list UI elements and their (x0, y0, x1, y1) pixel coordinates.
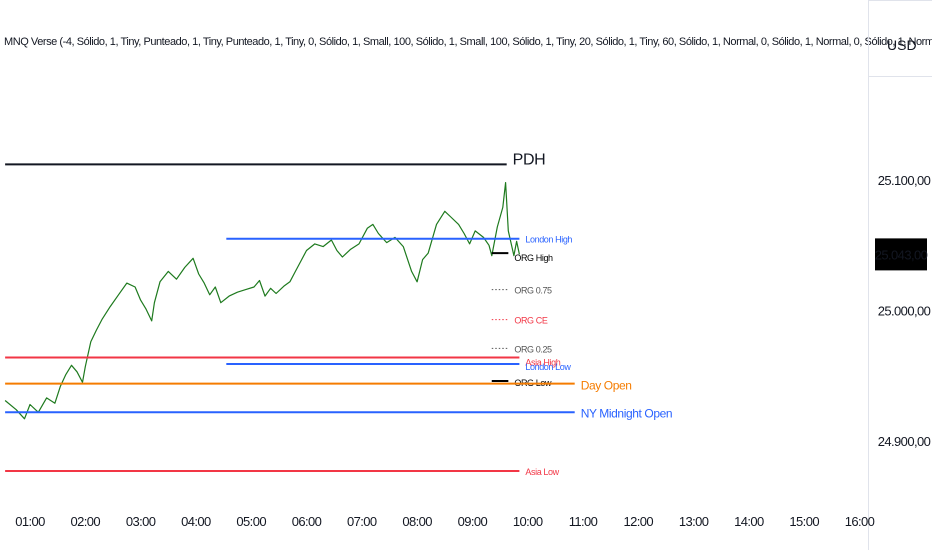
level-label-day-open: Day Open (581, 379, 632, 393)
price-scale-divider (868, 0, 869, 550)
currency-label[interactable]: USD (887, 37, 917, 53)
indicator-title[interactable]: MNQ Verse (-4, Sólido, 1, Tiny, Punteado… (4, 36, 932, 48)
x-tick-label: 01:00 (15, 514, 45, 529)
x-tick-label: 10:00 (513, 514, 543, 529)
level-label-london-low: London Low (525, 362, 571, 372)
x-tick-label: 09:00 (458, 514, 488, 529)
level-label-asia-high: Asia High (525, 357, 560, 367)
price-scale-top-border (868, 0, 932, 1)
x-tick-label: 04:00 (181, 514, 211, 529)
x-tick-label: 07:00 (347, 514, 377, 529)
x-tick-label: 15:00 (789, 514, 819, 529)
level-label-ny-midnight-open: NY Midnight Open (581, 406, 672, 420)
x-tick-label: 05:00 (236, 514, 266, 529)
current-price-tag (875, 238, 927, 271)
x-tick-label: 13:00 (679, 514, 709, 529)
x-tick-label: 08:00 (402, 514, 432, 529)
x-tick-label: 11:00 (569, 514, 598, 529)
level-label-org-high: ORG High (514, 253, 553, 263)
x-tick-label: 06:00 (292, 514, 322, 529)
y-tick-label: 25.100,00 (878, 173, 931, 188)
x-tick-label: 02:00 (71, 514, 101, 529)
x-tick-label: 14:00 (734, 514, 764, 529)
price-series-line (4, 182, 520, 420)
x-tick-label: 03:00 (126, 514, 156, 529)
x-tick-label: 16:00 (845, 514, 875, 529)
level-label-asia-low: Asia Low (525, 467, 559, 477)
level-label-org-075: ORG 0.75 (514, 286, 552, 296)
y-tick-label: 25.000,00 (878, 304, 931, 319)
level-label-org-ce: ORG CE (514, 316, 548, 326)
level-label-london-high: London High (525, 235, 572, 245)
x-tick-label: 12:00 (624, 514, 654, 529)
level-label-PDH: PDH (513, 151, 546, 168)
level-label-org-025: ORG 0.25 (514, 344, 552, 354)
currency-separator (868, 76, 932, 77)
y-tick-label: 24.900,00 (878, 434, 931, 449)
current-price-label: 25.043,00 (875, 247, 928, 262)
